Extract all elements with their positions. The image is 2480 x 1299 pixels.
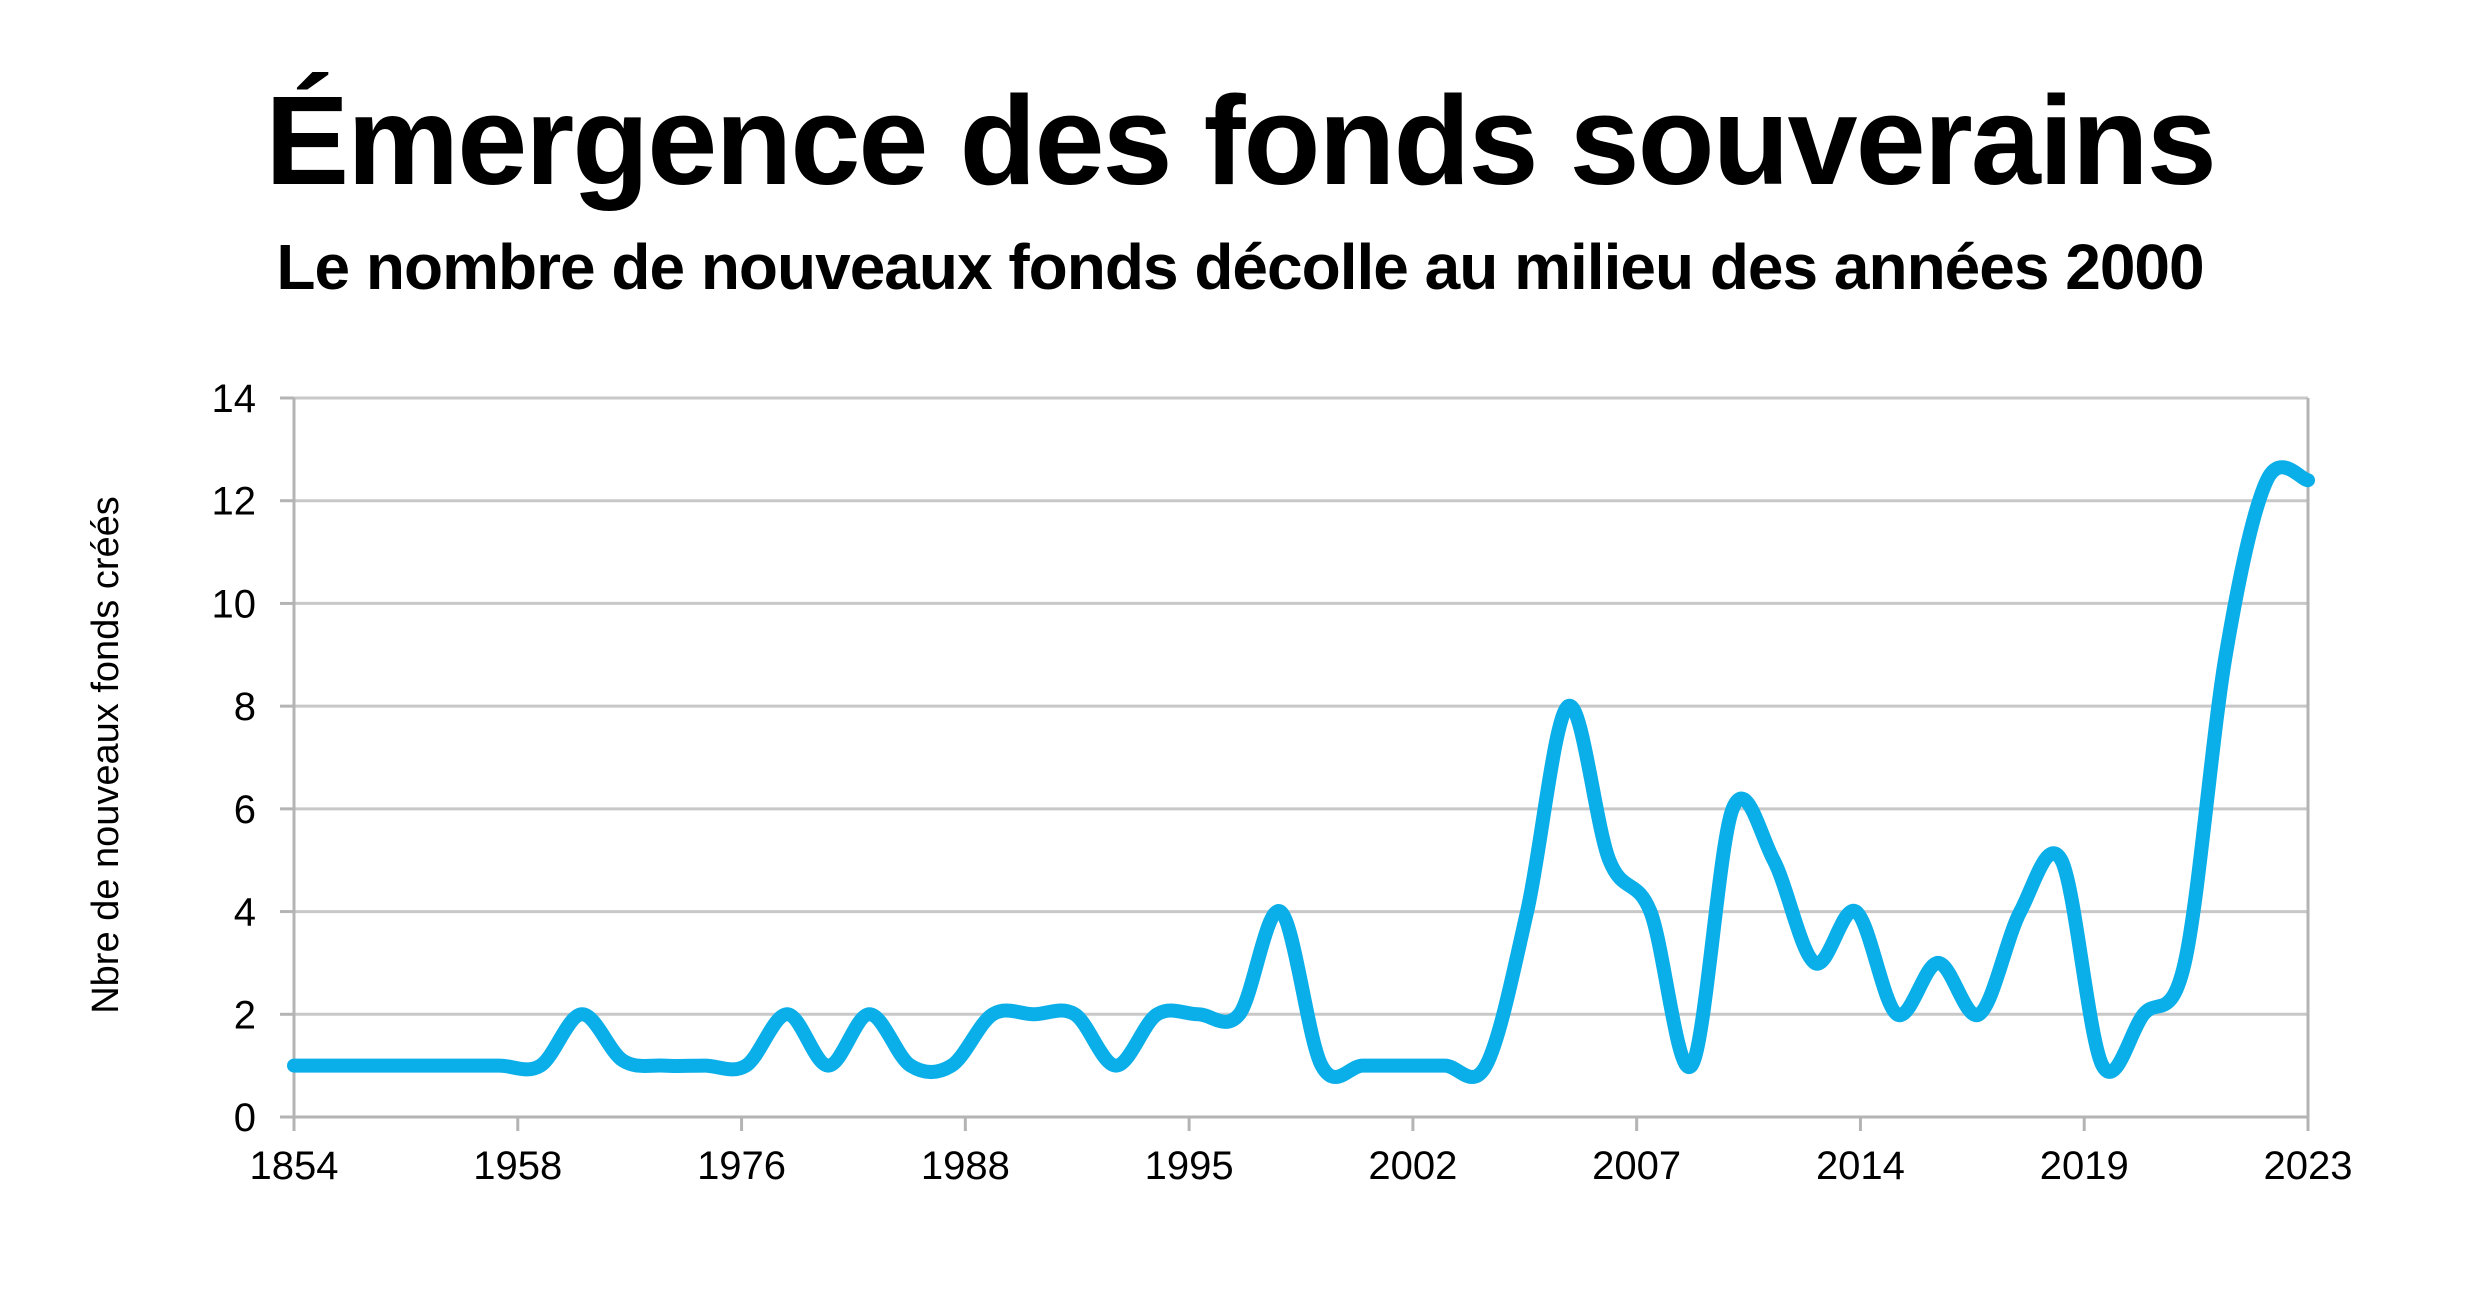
y-tick-label: 4 [234, 891, 256, 935]
x-tick-label: 1854 [250, 1144, 339, 1188]
chart-title: Émergence des fonds souverains [265, 70, 2217, 211]
y-tick-labels: 0 2 4 6 8 10 12 14 [212, 377, 257, 1140]
y-axis-label: Nbre de nouveaux fonds créés [85, 496, 127, 1014]
x-tick-label: 2023 [2264, 1144, 2353, 1188]
gridlines [294, 396, 2308, 1016]
y-tick-label: 8 [234, 685, 256, 729]
axes [280, 396, 2310, 1131]
x-tick-label: 2019 [2040, 1144, 2129, 1188]
y-tick-label: 10 [212, 582, 257, 626]
x-tick-label: 1988 [921, 1144, 1010, 1188]
y-tick-label: 0 [234, 1096, 256, 1140]
y-tick-label: 6 [234, 788, 256, 832]
chart-subtitle: Le nombre de nouveaux fonds décolle au m… [276, 231, 2204, 303]
x-tick-label: 2007 [1592, 1144, 1681, 1188]
series-line [287, 460, 2315, 1084]
x-tick-label: 2002 [1368, 1144, 1457, 1188]
x-tick-label: 2014 [1816, 1144, 1905, 1188]
x-tick-label: 1976 [697, 1144, 786, 1188]
x-tick-label: 1995 [1145, 1144, 1234, 1188]
x-tick-labels: 1854 1958 1976 1988 1995 2002 2007 2014 2019 2023 [250, 1144, 2353, 1188]
y-tick-label: 12 [212, 480, 257, 524]
x-tick-label: 1958 [473, 1144, 562, 1188]
y-tick-label: 2 [234, 993, 256, 1037]
y-tick-label: 14 [212, 377, 257, 421]
